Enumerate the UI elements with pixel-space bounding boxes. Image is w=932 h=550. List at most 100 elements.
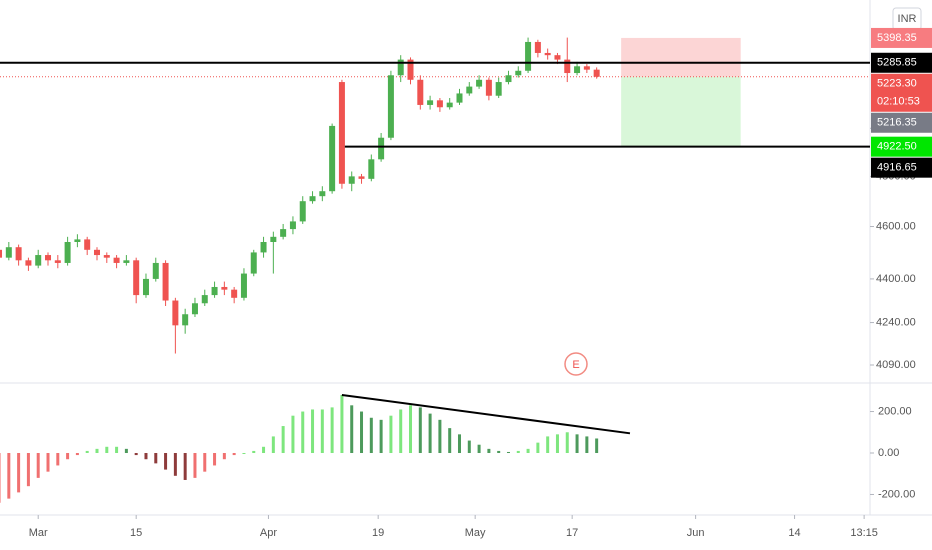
histogram-bar	[115, 446, 119, 454]
histogram-bar	[193, 453, 197, 478]
histogram-bar	[134, 453, 138, 456]
histogram-bar	[526, 448, 530, 454]
histogram-bar	[585, 436, 589, 454]
candle-body	[466, 86, 473, 94]
histogram-bar	[487, 448, 491, 454]
candle-body	[211, 286, 218, 296]
histogram-bar	[105, 446, 109, 454]
histogram-bar	[409, 405, 413, 454]
histogram-bar	[262, 446, 266, 454]
y2-tick-label: 0.00	[878, 447, 899, 459]
candle-body	[378, 137, 385, 160]
candle-body	[564, 59, 571, 74]
histogram-bar	[85, 450, 89, 454]
histogram-bar	[271, 436, 275, 454]
histogram-bar	[66, 453, 70, 460]
histogram-bar	[222, 453, 226, 460]
candle-body	[456, 93, 463, 103]
histogram-bar	[291, 415, 295, 454]
candle-body	[240, 273, 247, 298]
histogram-bar	[242, 453, 246, 455]
candle-body	[515, 70, 522, 76]
candle-body	[0, 249, 3, 258]
candle-body	[476, 79, 483, 87]
histogram-bar	[144, 453, 148, 460]
candle-body	[583, 66, 590, 70]
candle-body	[45, 255, 52, 261]
histogram-bar	[36, 453, 40, 478]
candle-body	[436, 100, 443, 108]
candle-body	[358, 176, 365, 179]
candle-body	[260, 241, 267, 253]
x-tick-label: Apr	[260, 527, 277, 539]
currency: INR	[898, 13, 917, 25]
candle-body	[231, 289, 238, 298]
price-label-box	[871, 27, 932, 48]
histogram-bar	[17, 453, 21, 493]
candle-body	[35, 255, 42, 266]
y-tick-label: 4600.00	[876, 220, 916, 232]
y2-tick-label: 200.00	[878, 405, 912, 417]
histogram-bar	[497, 450, 501, 454]
x-tick-label: 19	[372, 527, 384, 539]
candle-body	[74, 239, 81, 242]
candle-body	[407, 59, 414, 80]
histogram-bar	[7, 453, 11, 499]
histogram-bar	[536, 442, 540, 454]
histogram-bar	[281, 426, 285, 454]
candle-body	[446, 102, 453, 108]
candle-body	[427, 100, 434, 105]
candle-body	[525, 41, 532, 71]
histogram-bar	[213, 453, 217, 466]
earnings-marker[interactable]	[564, 352, 588, 376]
histogram-bar	[438, 419, 442, 454]
position-stop-zone	[621, 37, 741, 77]
histogram-bar	[232, 453, 236, 456]
histogram-bar	[56, 453, 60, 466]
histogram-bar	[0, 453, 1, 503]
candle-body	[338, 82, 345, 184]
trend-line	[341, 393, 631, 435]
countdown: 02:10:53	[877, 96, 920, 108]
candle-body	[103, 255, 110, 258]
candle-body	[5, 247, 12, 258]
price-label-box	[871, 157, 932, 178]
candle-body	[348, 176, 355, 184]
histogram-bar	[75, 453, 79, 456]
candle-body	[397, 59, 404, 76]
candle-body	[250, 252, 257, 274]
histogram-bar	[565, 432, 569, 454]
histogram-bar	[340, 394, 344, 454]
candle-body	[299, 201, 306, 222]
x-tick-label: Mar	[29, 527, 48, 539]
candle-body	[162, 262, 169, 301]
histogram-bar	[428, 413, 432, 454]
plot: 4090.004240.004400.004600.004800.005000.…	[0, 37, 916, 539]
x-tick-label: 17	[566, 527, 578, 539]
candle-body	[544, 52, 551, 56]
candle-body	[270, 236, 277, 242]
histogram-bar	[448, 428, 452, 454]
position-layer	[621, 37, 741, 147]
histogram-bar	[173, 453, 177, 476]
x-tick-label: 13:15	[850, 527, 878, 539]
price-label-box	[871, 136, 932, 157]
histogram-bar	[124, 448, 128, 454]
candle-body	[64, 241, 71, 263]
histogram-bar	[301, 411, 305, 454]
candle-body	[221, 286, 228, 290]
price-label: 5398.35	[877, 32, 917, 44]
candle-body	[368, 159, 375, 179]
price-label: 5285.85	[877, 57, 917, 69]
position-target-zone	[621, 76, 741, 147]
candle-body	[329, 125, 336, 192]
candle-body	[554, 55, 561, 60]
histogram-bar	[477, 444, 481, 454]
histogram-bar	[350, 405, 354, 454]
histogram-bar	[369, 417, 373, 454]
histogram-bar	[311, 409, 315, 454]
y2-tick-label: -200.00	[878, 488, 915, 500]
histogram-bar	[555, 434, 559, 454]
